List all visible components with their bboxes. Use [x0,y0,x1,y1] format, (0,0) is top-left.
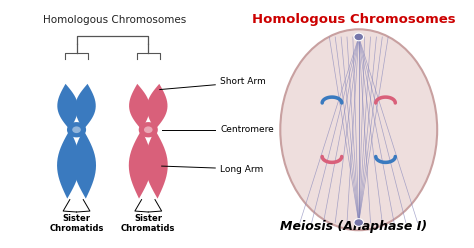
Polygon shape [67,122,86,137]
Text: Homologous Chromosomes: Homologous Chromosomes [252,13,456,26]
Polygon shape [75,84,96,130]
Polygon shape [147,84,167,130]
Polygon shape [73,130,96,199]
Text: Sister
Chromatids: Sister Chromatids [121,214,175,233]
Polygon shape [139,122,158,137]
Text: Meiosis (Anaphase I): Meiosis (Anaphase I) [281,220,428,233]
Ellipse shape [354,219,364,226]
Text: Centromere: Centromere [220,125,274,134]
Polygon shape [129,84,150,130]
Ellipse shape [354,33,364,41]
Polygon shape [129,130,152,199]
Text: Sister
Chromatids: Sister Chromatids [49,214,104,233]
Ellipse shape [280,29,437,230]
Polygon shape [57,84,78,130]
Text: Short Arm: Short Arm [220,77,266,86]
Ellipse shape [72,126,81,133]
Ellipse shape [144,126,153,133]
Polygon shape [57,130,80,199]
Polygon shape [145,130,168,199]
Text: Homologous Chromosomes: Homologous Chromosomes [43,15,186,25]
Text: Long Arm: Long Arm [220,165,263,174]
